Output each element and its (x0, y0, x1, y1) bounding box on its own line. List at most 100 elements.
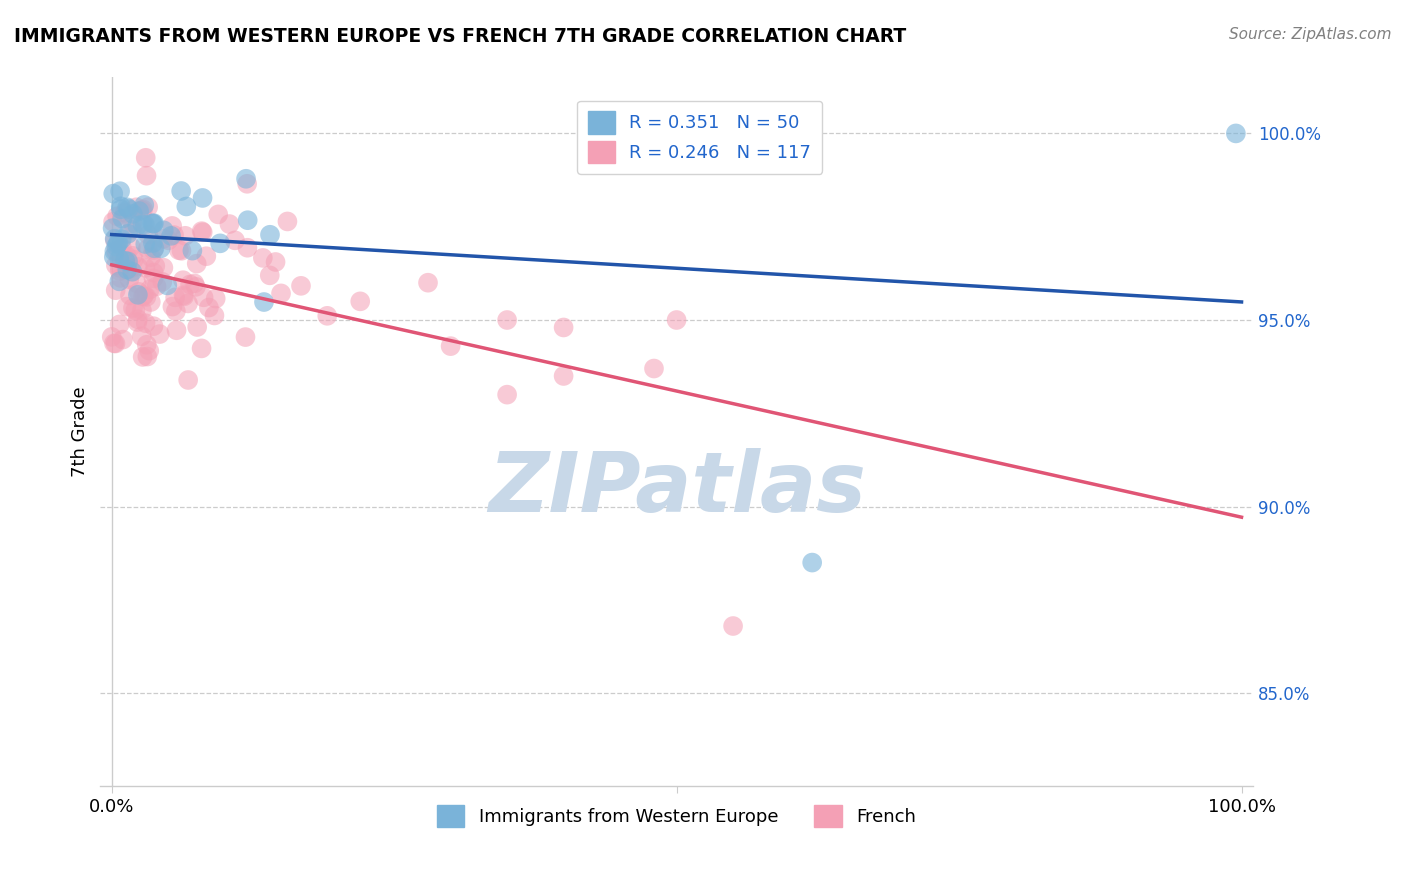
Point (120, 240, 142, 254)
Point (121, 207, 143, 221)
Point (108, 184, 131, 198)
Point (121, 249, 143, 263)
Point (174, 228, 197, 243)
Point (132, 202, 155, 217)
Point (135, 169, 157, 183)
Point (121, 216, 143, 230)
Point (136, 200, 159, 214)
Point (114, 252, 136, 267)
Point (104, 258, 127, 272)
Point (173, 289, 195, 303)
Point (439, 339, 461, 353)
Point (191, 225, 214, 239)
Point (122, 301, 145, 315)
Point (264, 255, 287, 269)
Point (135, 337, 157, 351)
Point (163, 228, 186, 243)
Point (122, 252, 145, 267)
Point (105, 239, 128, 253)
Point (142, 236, 165, 251)
Point (224, 233, 246, 247)
Point (134, 237, 156, 252)
Point (117, 254, 139, 268)
Point (117, 227, 139, 241)
Point (111, 241, 134, 255)
Point (139, 282, 162, 296)
Point (170, 244, 193, 258)
Point (165, 304, 187, 318)
Point (152, 232, 174, 246)
Point (165, 290, 187, 304)
Point (316, 309, 339, 323)
Point (104, 283, 127, 297)
Point (134, 288, 156, 302)
Point (110, 271, 132, 285)
Point (115, 200, 138, 214)
Point (114, 253, 136, 268)
Point (127, 312, 149, 326)
Point (496, 313, 519, 327)
Point (127, 288, 149, 302)
Point (115, 249, 138, 263)
Point (104, 232, 127, 246)
Point (128, 285, 150, 299)
Point (193, 290, 215, 304)
Point (118, 288, 141, 302)
Point (104, 233, 127, 247)
Point (142, 216, 165, 230)
Point (139, 250, 162, 264)
Point (118, 272, 141, 286)
Point (177, 296, 200, 310)
Point (195, 249, 218, 263)
Point (103, 336, 125, 351)
Point (108, 264, 131, 278)
Point (181, 244, 204, 258)
Point (416, 276, 439, 290)
Point (252, 251, 274, 265)
Point (108, 318, 131, 332)
Point (117, 202, 139, 216)
Point (1225, 127, 1247, 141)
Point (207, 207, 229, 221)
Point (103, 250, 125, 264)
Point (101, 221, 124, 235)
Point (100, 330, 122, 344)
Point (721, 619, 744, 633)
Point (103, 244, 125, 259)
Point (150, 275, 173, 289)
Point (235, 171, 257, 186)
Point (121, 265, 143, 279)
Point (349, 294, 371, 309)
Point (135, 151, 157, 165)
Point (236, 241, 259, 255)
Text: Source: ZipAtlas.com: Source: ZipAtlas.com (1229, 27, 1392, 42)
Point (107, 236, 129, 251)
Point (136, 227, 159, 242)
Point (152, 260, 174, 275)
Point (236, 213, 259, 227)
Point (191, 191, 214, 205)
Point (259, 227, 281, 242)
Point (134, 260, 156, 275)
Point (290, 278, 312, 293)
Point (183, 277, 205, 291)
Point (176, 199, 198, 213)
Point (108, 252, 131, 266)
Point (124, 303, 146, 318)
Point (101, 215, 124, 229)
Legend: Immigrants from Western Europe, French: Immigrants from Western Europe, French (430, 797, 924, 834)
Point (204, 292, 226, 306)
Point (115, 300, 138, 314)
Point (135, 316, 157, 330)
Point (186, 257, 208, 271)
Point (190, 224, 212, 238)
Point (141, 216, 163, 230)
Point (118, 261, 141, 276)
Point (110, 202, 132, 217)
Point (172, 288, 194, 302)
Point (111, 232, 134, 246)
Point (190, 342, 212, 356)
Point (134, 218, 156, 232)
Point (167, 244, 190, 258)
Point (136, 350, 159, 364)
